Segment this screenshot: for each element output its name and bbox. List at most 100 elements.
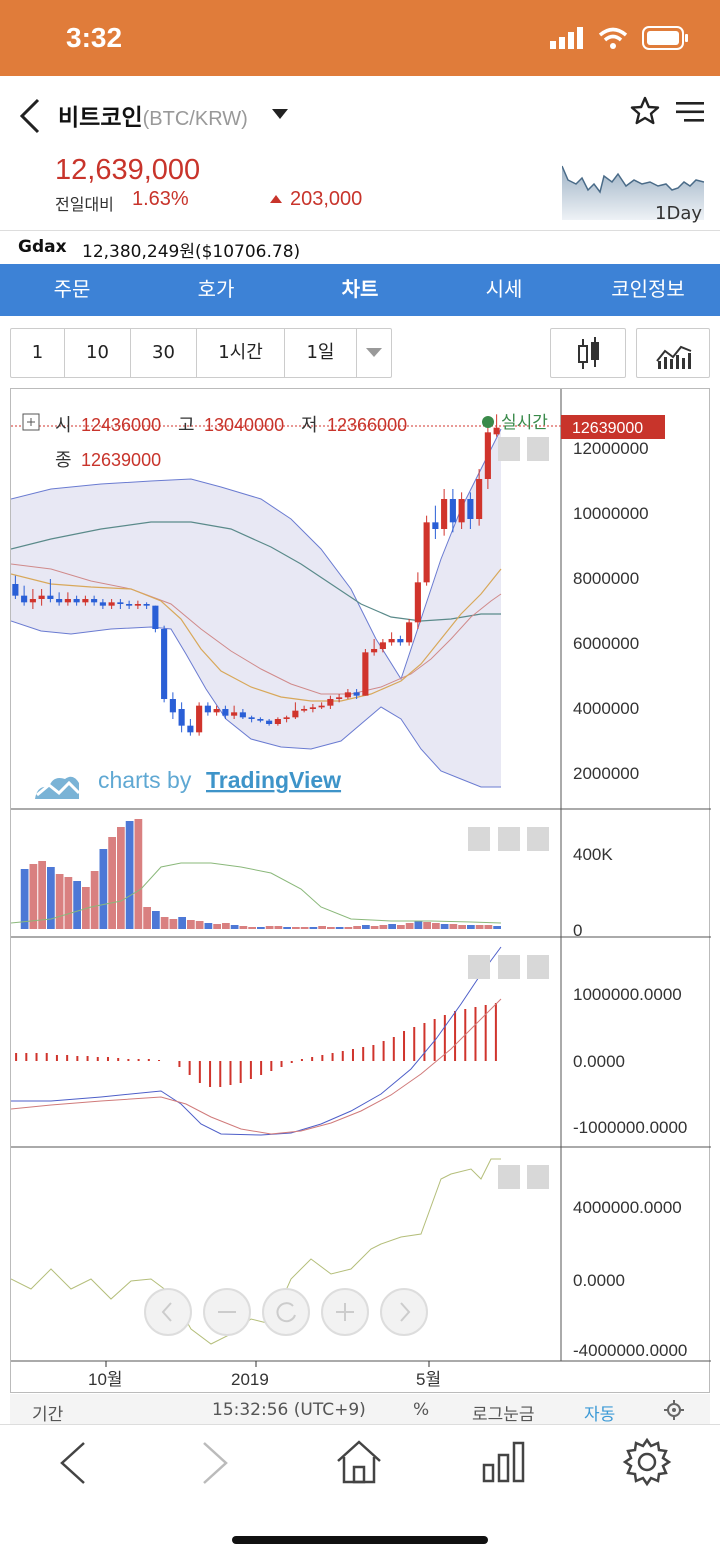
coin-header: 비트코인(BTC/KRW) 12,639,000 전일대비 1.63% 203,…	[0, 76, 720, 228]
settings-gear-icon[interactable]	[622, 1437, 672, 1487]
clock: 3:32	[66, 22, 123, 53]
volume-bar	[160, 917, 169, 929]
interval-10[interactable]: 10	[65, 329, 131, 377]
up-triangle-icon	[270, 195, 282, 203]
gdax-label: Gdax	[18, 237, 67, 257]
coin-title[interactable]: 비트코인(BTC/KRW)	[58, 98, 248, 132]
realtime-label[interactable]: 실시간	[501, 413, 548, 432]
candle-body	[362, 652, 369, 696]
high-label: 고	[178, 415, 195, 435]
candle-body	[56, 599, 63, 603]
watermark-text: charts by	[98, 767, 192, 793]
osc-tick: -4000000.0000	[573, 1341, 687, 1360]
price-chart[interactable]: 12639000 시 12436000 고 13040000 저 1236600…	[10, 389, 711, 1394]
price-tick: 12000000	[573, 439, 649, 458]
volume-bar	[335, 927, 344, 929]
chevron-right-icon	[400, 1302, 411, 1322]
change-amount: 203,000	[270, 188, 362, 211]
macd-bar	[86, 1056, 89, 1061]
macd-bar	[362, 1047, 365, 1061]
candle-body	[388, 639, 395, 643]
candle-body	[143, 604, 150, 606]
tradingview-link[interactable]: TradingView	[206, 767, 341, 793]
macd-bar	[178, 1061, 181, 1067]
auto-scale-toggle[interactable]: 자동	[584, 1405, 616, 1425]
candle-body	[484, 432, 491, 479]
ma-short	[10, 568, 502, 702]
back-icon[interactable]	[16, 96, 46, 136]
volume-bar	[143, 907, 151, 929]
candle-body	[292, 710, 299, 718]
tab-order[interactable]: 주문	[53, 277, 91, 301]
candle-type-button[interactable]	[550, 328, 626, 378]
ma-long	[10, 563, 502, 695]
mini-chart[interactable]: 1Day	[561, 162, 705, 224]
macd-bar	[290, 1061, 293, 1063]
macd-bar	[260, 1061, 263, 1075]
menu-icon[interactable]	[676, 100, 704, 124]
volume-bar	[47, 867, 55, 929]
volume-bar	[327, 927, 335, 929]
percent-toggle[interactable]: %	[413, 1400, 430, 1420]
macd-bar	[454, 1011, 457, 1061]
macd-tick: 0.0000	[573, 1052, 625, 1071]
tab-quotes[interactable]: 시세	[485, 277, 523, 301]
tab-orderbook[interactable]: 호가	[197, 277, 235, 301]
tab-coin-info[interactable]: 코인정보	[611, 277, 685, 301]
candle-body	[458, 499, 465, 523]
candle-body	[204, 705, 211, 713]
interval-1[interactable]: 1	[11, 329, 65, 377]
candle-body	[169, 699, 176, 713]
interval-dropdown[interactable]	[357, 329, 391, 377]
volume-bar	[204, 923, 213, 929]
candle-body	[161, 629, 168, 699]
open-label: 시	[55, 415, 72, 435]
tab-chart[interactable]: 차트	[341, 277, 379, 301]
period-button[interactable]: 기간	[32, 1405, 64, 1425]
macd-bar	[392, 1037, 395, 1061]
candle-body	[82, 599, 89, 603]
candle-body	[248, 717, 255, 719]
chart-area[interactable]: 12639000 시 12436000 고 13040000 저 1236600…	[10, 388, 711, 1394]
chart-nav-buttons[interactable]	[144, 1288, 428, 1336]
candle-body	[493, 427, 500, 435]
bollinger-mid	[10, 521, 501, 622]
volume-bar	[257, 927, 265, 929]
clock-readout: 15:32:56 (UTC+9)	[212, 1400, 366, 1420]
time-axis: 10월 2019 5월	[88, 1361, 441, 1389]
macd-bar	[147, 1059, 150, 1061]
indicator-button[interactable]	[636, 328, 710, 378]
chart-icon[interactable]	[480, 1439, 528, 1483]
volume-tick: 0	[573, 921, 582, 940]
chevron-down-icon[interactable]	[272, 109, 288, 119]
star-icon[interactable]	[630, 96, 660, 126]
gear-icon[interactable]	[664, 1400, 684, 1420]
volume-bar	[283, 927, 291, 929]
interval-30[interactable]: 30	[131, 329, 197, 377]
volume-bar	[484, 925, 493, 929]
back-icon[interactable]	[56, 1439, 90, 1487]
candlestick-icon	[578, 337, 599, 369]
candle-body	[441, 499, 448, 529]
log-scale-toggle[interactable]: 로그눈금	[472, 1405, 535, 1425]
interval-1d[interactable]: 1일	[285, 329, 357, 377]
candle-body	[64, 599, 71, 603]
price-tick: 8000000	[573, 569, 639, 588]
macd-bar	[494, 1003, 497, 1061]
price-scale-buttons[interactable]	[498, 437, 549, 461]
macd-bar	[249, 1061, 252, 1079]
price-tick: 10000000	[573, 504, 649, 523]
volume-bar	[178, 917, 186, 929]
volume-bar	[20, 869, 29, 929]
chevron-down-icon	[366, 348, 382, 357]
macd-bar	[66, 1055, 69, 1061]
volume-bar	[493, 926, 501, 929]
macd-bar	[331, 1053, 334, 1061]
macd-bar	[474, 1007, 477, 1061]
macd-bar	[25, 1053, 28, 1061]
home-icon[interactable]	[334, 1439, 384, 1485]
macd-bar	[382, 1041, 385, 1061]
forward-icon[interactable]	[198, 1439, 232, 1487]
macd-bar	[96, 1057, 99, 1061]
interval-1h[interactable]: 1시간	[197, 329, 285, 377]
